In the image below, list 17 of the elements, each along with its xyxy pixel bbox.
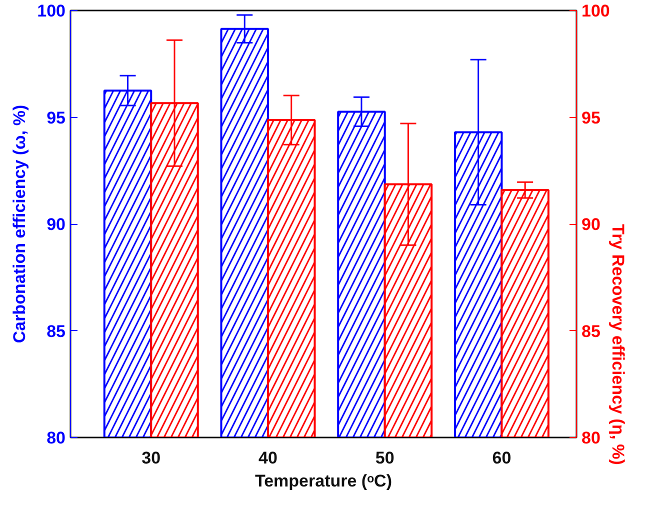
x-tick-label: 60 (492, 448, 512, 468)
y-tick-label: 80 (46, 428, 66, 448)
y2-tick-label: 90 (582, 215, 600, 234)
y-tick-label: 100 (37, 2, 66, 20)
y2-tick-label: 85 (582, 322, 600, 341)
y2-axis-title: Try Recovery efficiency (η, %) (608, 224, 628, 465)
y2-tick-label: 95 (582, 108, 600, 128)
x-axis-title: Temperature (ᵒC) (254, 472, 392, 490)
y2-tick-label: 80 (582, 428, 600, 448)
y-axis-title: Carbonation efficiency (ω, %) (10, 104, 30, 344)
x-tick-label: 30 (142, 448, 161, 468)
y2-tick-label: 100 (582, 2, 610, 20)
y-tick-label: 90 (46, 215, 66, 234)
x-tick-label: 40 (258, 448, 278, 468)
y-tick-label: 85 (46, 322, 66, 341)
x-tick-label: 50 (375, 448, 394, 468)
y-tick-label: 95 (46, 108, 66, 128)
